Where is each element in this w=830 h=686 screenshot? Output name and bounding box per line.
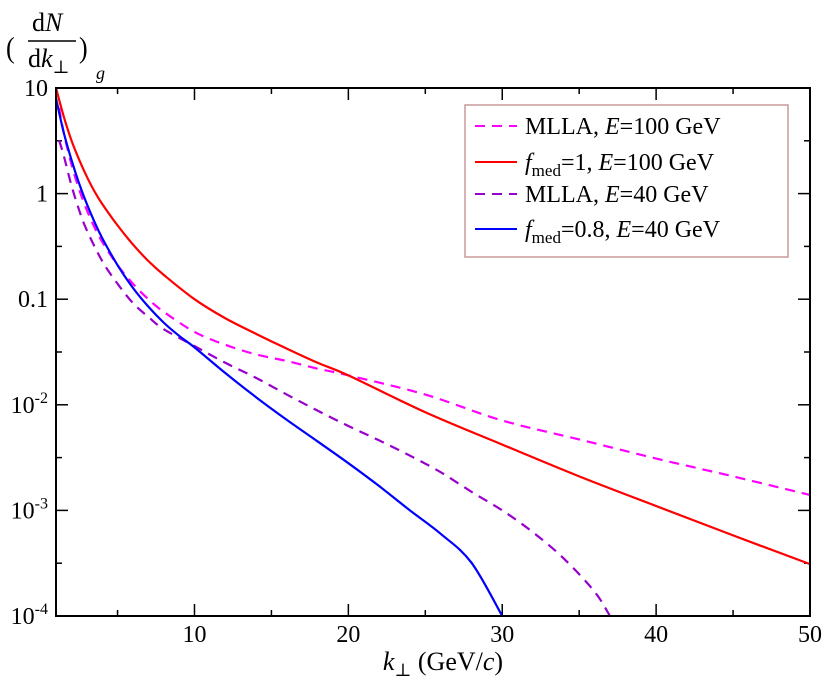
y-tick-label: 1 [36,182,48,208]
curve-fmed08-e40 [54,97,504,617]
legend-label-fmed08-e40: fmed=0.8, E=40 GeV [525,217,721,247]
curve-fmed1-e100 [54,87,811,566]
y-tick-label: 10-3 [11,495,48,524]
y-title-open-paren: ( [6,32,15,65]
series-lines [54,87,811,617]
x-axis-title: k⊥ (GeV/c) [383,647,503,680]
curve-mlla-e40 [58,139,611,617]
y-tick-label: 10-2 [11,390,48,419]
y-tick-label: 10 [24,76,48,102]
y-tick-label: 10-4 [11,601,48,630]
y-title-denominator: dk⊥ [28,44,69,77]
legend-label-mlla-e100: MLLA, E=100 GeV [525,114,721,140]
y-tick-label: 0.1 [18,287,48,313]
y-title-close-paren: ) [79,32,88,65]
plot-frame [55,87,811,617]
x-tick-label: 30 [490,622,514,648]
y-axis-title: ( dN dk⊥ ) g [6,8,105,83]
legend-box [464,104,789,258]
legend-label-fmed1-e100: fmed=1, E=100 GeV [525,150,715,180]
y-title-subscript: g [96,63,105,83]
x-tick-label: 20 [336,622,360,648]
y-title-numerator: dN [32,8,64,37]
x-tick-label: 40 [644,622,668,648]
legend: MLLA, E=100 GeV fmed=1, E=100 GeV MLLA, … [464,104,789,258]
legend-label-mlla-e40: MLLA, E=40 GeV [525,182,709,208]
x-tick-label: 10 [182,622,206,648]
curve-mlla-e100 [57,107,811,497]
x-tick-label: 50 [798,622,822,648]
